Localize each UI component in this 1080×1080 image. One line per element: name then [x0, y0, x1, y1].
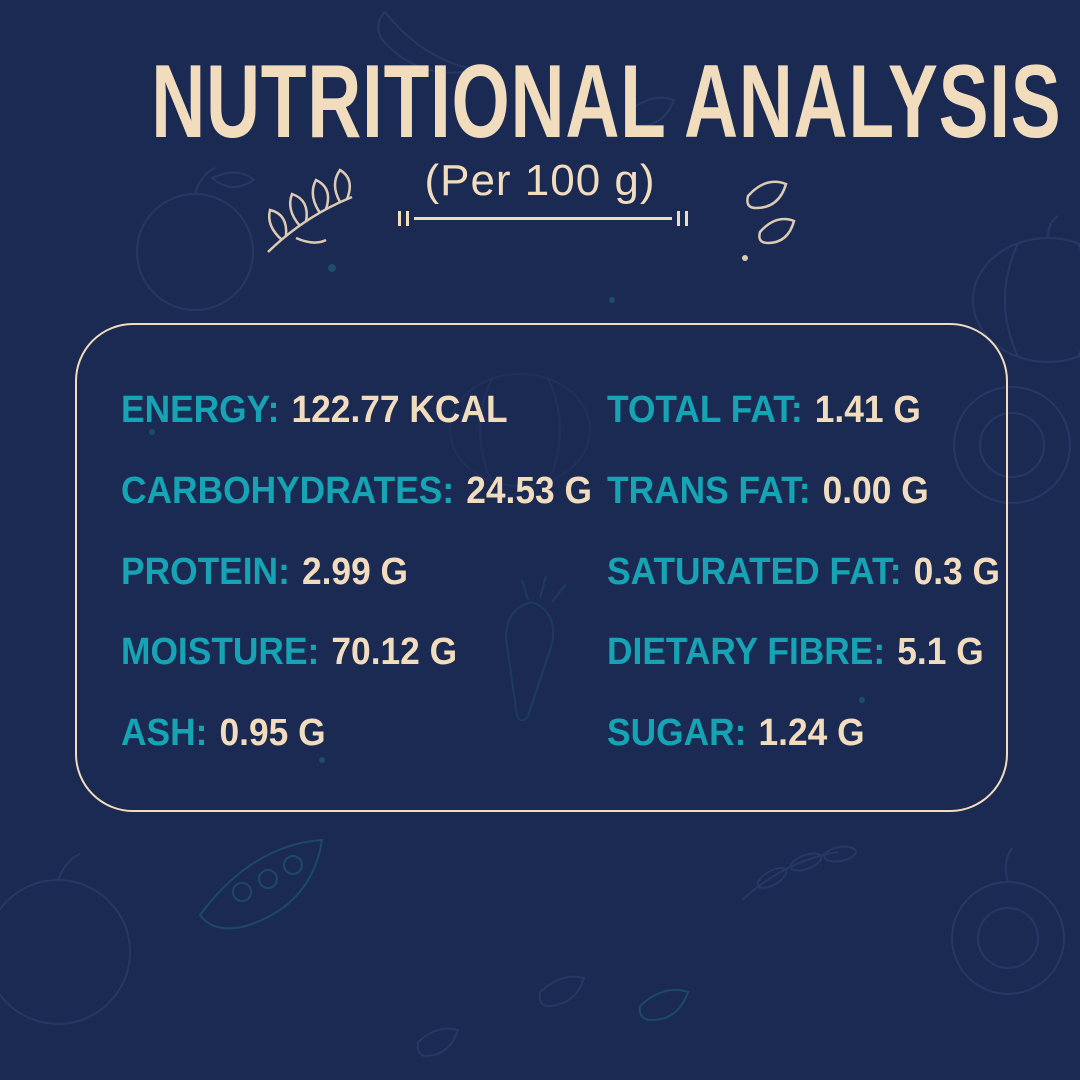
divider-end-tick: [406, 210, 409, 226]
nutrient-value: 24.53 G: [466, 469, 592, 512]
divider-end-tick: [677, 210, 680, 226]
nutrient-value: 0.3 G: [913, 550, 1001, 593]
nutrient-value: 70.12 G: [331, 631, 458, 674]
divider-rule: [398, 210, 688, 226]
page-subtitle: (Per 100 g): [424, 156, 656, 205]
nutrient-label: MOISTURE:: [121, 631, 320, 674]
nutrition-column-left: ENERGY: 122.77 KCAL CARBOHYDRATES: 24.53 G…: [121, 391, 627, 752]
nutrient-label: ENERGY:: [121, 389, 280, 431]
nutrient-value: 1.41 G: [814, 389, 921, 431]
nutrient-label: TOTAL FAT:: [607, 389, 803, 431]
nutrition-row-saturated-fat: SATURATED FAT: 0.3 G: [607, 553, 1000, 591]
nutrition-row-ash: ASH: 0.95 G: [121, 714, 592, 752]
divider-end-tick: [685, 210, 688, 226]
page-title: NUTRITIONAL ANALYSIS: [151, 44, 1062, 160]
nutrient-value: 2.99 G: [301, 550, 409, 593]
nutrition-row-moisture: MOISTURE: 70.12 G: [121, 633, 592, 671]
nutrition-column-right: TOTAL FAT: 1.41 G TRANS FAT: 0.00 G SATURA…: [607, 391, 1030, 752]
divider-end-tick: [398, 210, 401, 226]
nutrient-label: DIETARY FIBRE:: [607, 631, 886, 674]
nutrition-row-dietary-fibre: DIETARY FIBRE: 5.1 G: [607, 633, 1000, 671]
nutrient-label: PROTEIN:: [121, 550, 290, 593]
nutrition-row-trans-fat: TRANS FAT: 0.00 G: [607, 472, 1000, 510]
nutrient-value: 122.77 KCAL: [291, 389, 508, 431]
nutrition-row-total-fat: TOTAL FAT: 1.41 G: [607, 391, 1000, 429]
nutrition-panel: ENERGY: 122.77 KCAL CARBOHYDRATES: 24.53 G…: [75, 323, 1008, 812]
nutrition-row-sugar: SUGAR: 1.24 G: [607, 714, 1000, 752]
nutrient-value: 0.95 G: [219, 712, 326, 754]
divider-line: [414, 216, 672, 220]
nutrient-value: 5.1 G: [897, 631, 984, 674]
nutrient-label: CARBOHYDRATES:: [121, 469, 455, 512]
nutrient-value: 0.00 G: [822, 469, 929, 512]
nutrient-label: SUGAR:: [607, 712, 747, 754]
nutrient-label: ASH:: [121, 712, 208, 754]
nutrient-label: SATURATED FAT:: [607, 550, 902, 593]
nutrition-row-energy: ENERGY: 122.77 KCAL: [121, 391, 592, 429]
nutrition-row-carbohydrates: CARBOHYDRATES: 24.53 G: [121, 472, 592, 510]
nutrient-value: 1.24 G: [758, 712, 865, 754]
nutrient-label: TRANS FAT:: [607, 469, 811, 512]
nutrition-row-protein: PROTEIN: 2.99 G: [121, 553, 592, 591]
